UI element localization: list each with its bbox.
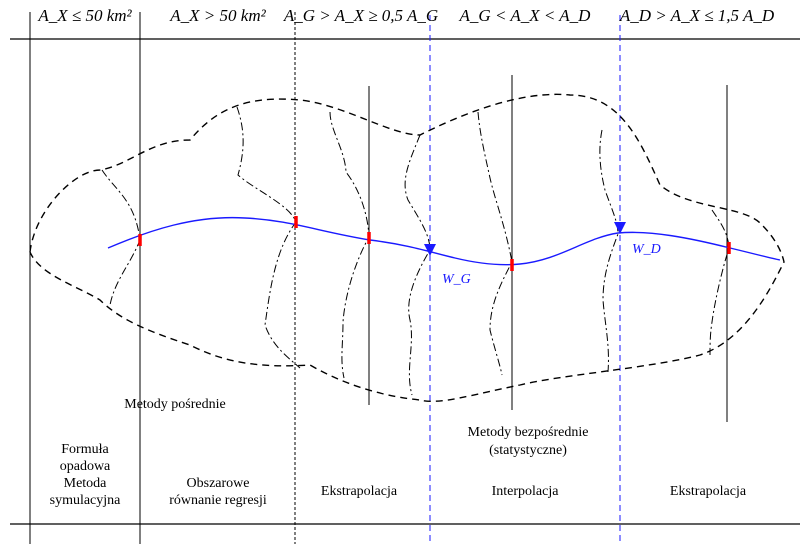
- header-col4: A_G < A_X < A_D: [459, 6, 591, 25]
- direct-methods-label-line1: Metody bezpośrednie: [467, 425, 589, 440]
- col1-label-line3: Metoda: [63, 476, 107, 491]
- header-col2: A_X > 50 km²: [170, 6, 266, 25]
- wd-label: W_D: [632, 242, 661, 257]
- catchment-boundary: [29, 93, 785, 403]
- col1-label-line4: symulacyjna: [49, 493, 121, 508]
- indirect-methods-label: Metody pośrednie: [124, 397, 226, 412]
- col4-label: Interpolacja: [491, 484, 559, 499]
- col1-label-line2: opadowa: [59, 459, 111, 474]
- wg-label: W_G: [442, 272, 471, 287]
- header-col3: A_G > A_X ≥ 0,5 A_G: [283, 6, 439, 25]
- col1-label-line1: Formuła: [61, 442, 109, 457]
- wg-arrow-icon: [424, 244, 436, 256]
- main-river: [107, 216, 781, 266]
- col3-label: Ekstrapolacja: [320, 484, 398, 499]
- col5-label: Ekstrapolacja: [669, 484, 747, 499]
- gauge-markers: [138, 216, 731, 271]
- direct-methods-label-line2: (statystyczne): [489, 443, 567, 458]
- col2-label-line1: Obszarowe: [186, 476, 250, 491]
- header-col5: A_D > A_X ≤ 1,5 A_D: [619, 6, 775, 25]
- wd-arrow-icon: [614, 222, 626, 234]
- col2-label-line2: równanie regresji: [169, 493, 267, 508]
- header-col1: A_X ≤ 50 km²: [38, 6, 132, 25]
